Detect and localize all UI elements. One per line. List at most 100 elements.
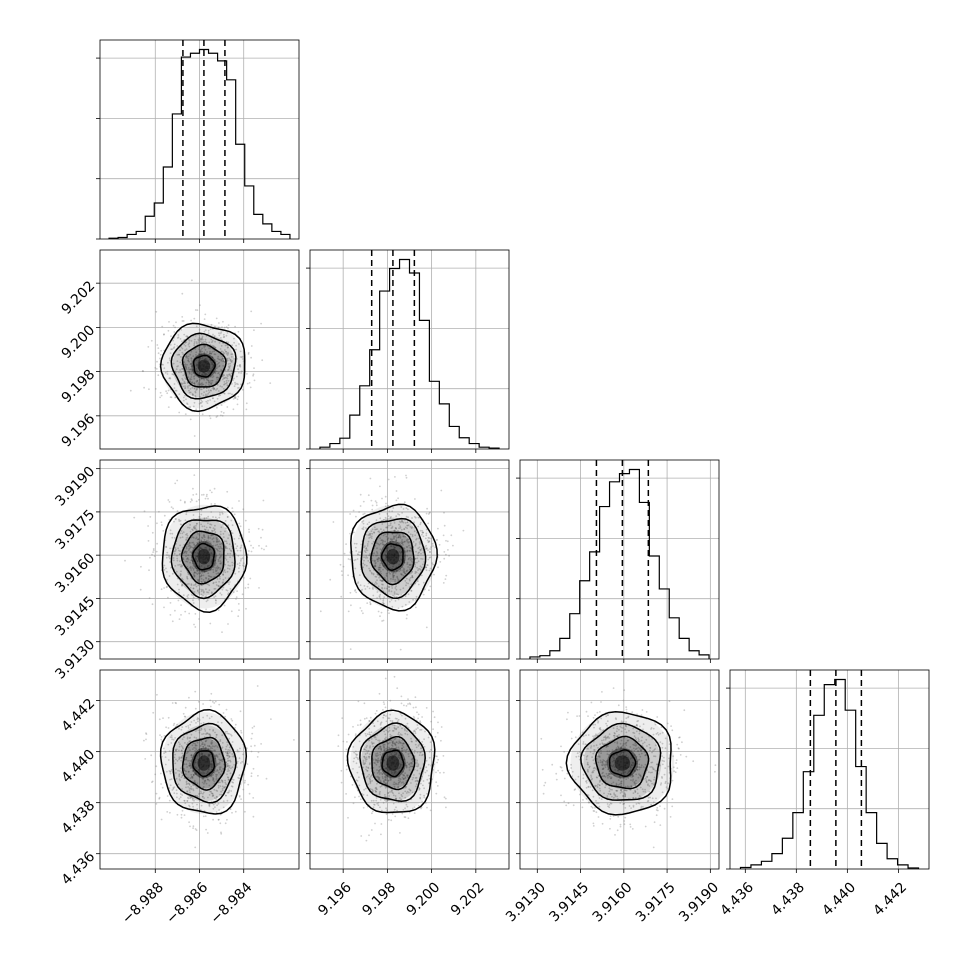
scatter-point (168, 787, 171, 789)
scatter-point (390, 747, 393, 750)
scatter-point (373, 725, 376, 727)
scatter-point (207, 557, 210, 560)
scatter-point (372, 799, 375, 802)
scatter-point (397, 578, 399, 580)
scatter-point (410, 782, 412, 784)
scatter-point (225, 334, 228, 337)
scatter-point (391, 561, 393, 564)
scatter-point (217, 584, 220, 587)
scatter-point (160, 818, 163, 821)
scatter-point (216, 746, 219, 748)
scatter-point (403, 816, 406, 818)
scatter-point (203, 781, 206, 784)
scatter-point (209, 554, 212, 556)
scatter-point (413, 812, 416, 814)
scatter-point (210, 560, 213, 563)
scatter-point (189, 723, 192, 726)
scatter-point (214, 346, 217, 349)
scatter-point (415, 606, 417, 609)
scatter-point (405, 764, 408, 767)
scatter-point (404, 603, 407, 606)
scatter-point (229, 359, 232, 361)
scatter-point (383, 746, 385, 748)
scatter-point (373, 560, 376, 563)
scatter-point (233, 755, 235, 758)
scatter-point (399, 537, 402, 539)
panel-1-1 (306, 249, 510, 453)
scatter-point (230, 375, 233, 377)
scatter-point (202, 558, 205, 561)
scatter-point (428, 556, 431, 559)
scatter-point (186, 536, 189, 539)
scatter-point (195, 555, 197, 558)
scatter-point (390, 578, 392, 580)
scatter-point (623, 750, 626, 753)
scatter-point (228, 534, 231, 536)
scatter-point (422, 535, 425, 538)
scatter-point (208, 367, 210, 370)
scatter-point (207, 332, 210, 334)
scatter-point (218, 395, 220, 397)
scatter-point (198, 516, 201, 518)
scatter-point (195, 524, 197, 527)
scatter-point (233, 358, 236, 360)
scatter-point (195, 585, 198, 588)
scatter-point (213, 566, 215, 569)
scatter-point (226, 552, 229, 555)
scatter-point (193, 377, 196, 380)
contour-2-sigma (350, 503, 438, 612)
scatter-point (226, 760, 229, 762)
scatter-point (215, 775, 218, 778)
scatter-point (192, 529, 194, 532)
scatter-point (394, 815, 397, 818)
scatter-point (375, 710, 378, 712)
scatter-point (387, 771, 390, 773)
scatter-point (208, 541, 211, 543)
scatter-point (191, 364, 194, 367)
scatter-point (196, 729, 198, 731)
scatter-point (376, 554, 379, 557)
scatter-point (177, 334, 180, 336)
scatter-point (226, 406, 229, 408)
scatter-point (394, 579, 396, 581)
scatter-point (177, 741, 180, 744)
scatter-point (216, 804, 219, 807)
scatter-point (189, 362, 192, 365)
scatter-point (354, 558, 357, 561)
scatter-point (393, 675, 396, 678)
scatter-point (251, 732, 254, 735)
scatter-point (584, 743, 587, 745)
scatter-point (245, 402, 248, 405)
scatter-point (186, 577, 189, 579)
scatter-point (190, 363, 193, 365)
scatter-point (382, 529, 385, 531)
scatter-point (405, 515, 408, 518)
scatter-point (206, 732, 209, 734)
scatter-point (211, 766, 214, 769)
scatter-point (414, 743, 417, 746)
scatter-point (417, 580, 419, 583)
scatter-point (589, 751, 592, 753)
scatter-point (410, 527, 413, 530)
scatter-point (406, 540, 409, 543)
scatter-point (390, 598, 393, 601)
scatter-point (139, 588, 142, 591)
scatter-point (215, 584, 218, 586)
scatter-point (210, 576, 213, 578)
scatter-point (595, 811, 598, 814)
scatter-point (369, 782, 372, 785)
scatter-point (227, 754, 230, 757)
scatter-point (393, 536, 396, 538)
scatter-point (202, 574, 205, 577)
scatter-point (220, 410, 223, 413)
scatter-point (226, 744, 229, 746)
scatter-point (211, 763, 214, 766)
scatter-point (410, 740, 413, 743)
scatter-point (380, 785, 383, 787)
scatter-point (199, 761, 202, 764)
scatter-point (392, 563, 395, 566)
scatter-point (391, 720, 394, 722)
scatter-point (445, 539, 447, 542)
scatter-point (421, 530, 424, 532)
